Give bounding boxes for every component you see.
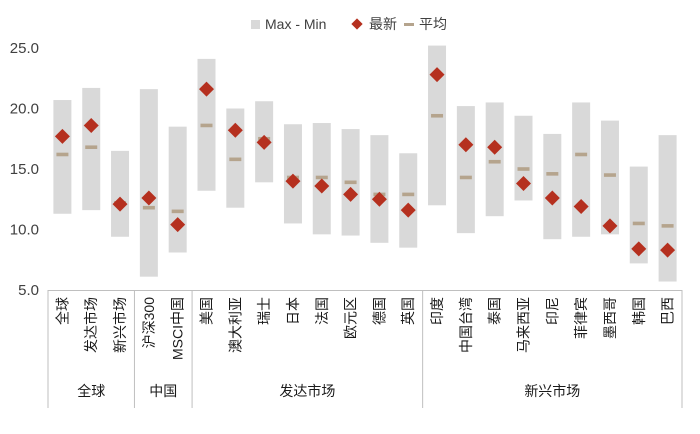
average-marker [200,123,213,128]
latest-marker [112,196,128,212]
latest-marker [631,241,647,257]
range-bar [514,115,533,201]
latest-marker [458,137,474,153]
range-bar [111,150,130,237]
y-tick-label: 5.0 [18,282,39,299]
y-tick-label: 25.0 [10,40,39,57]
average-marker [431,113,444,118]
category-label: 法国 [314,297,330,325]
group-label: 全球 [77,383,105,399]
group-label: 发达市场 [279,383,335,399]
average-marker [402,192,415,197]
average-marker [488,159,501,164]
x-axis: 全球 发达市场 新兴市场 沪深300 MSCI中国 美国 澳大利亚 瑞士 日本 法国 欧元区 德国 英国… [47,290,683,408]
range-bar [82,87,101,211]
average-marker [142,205,155,210]
latest-marker [83,117,99,133]
y-axis: 5.0 10.0 15.0 20.0 25.0 [10,40,39,299]
category-label: 马来西亚 [516,297,532,353]
latest-marker [573,199,589,215]
range-bar [485,102,504,217]
group-label: 中国 [149,383,177,399]
average-marker [632,221,645,226]
legend-average-swatch [404,23,414,26]
range-bar [139,89,158,277]
legend: Max - Min 最新 平均 [251,16,447,32]
range-bar [543,133,562,240]
average-marker [459,175,472,180]
category-label: 日本 [285,297,301,325]
latest-marker [256,134,272,150]
range-bar [53,100,72,214]
category-label: 德国 [371,297,387,325]
latest-marker [227,122,243,138]
category-label: 中国台湾 [458,297,474,353]
legend-latest-marker [351,18,363,30]
range-bar [600,120,619,235]
average-marker [315,175,328,180]
legend-average-label: 平均 [419,16,447,32]
category-label: 印尼 [544,297,560,325]
category-label: 发达市场 [83,297,99,353]
y-tick-label: 15.0 [10,161,39,178]
latest-marker [199,81,214,97]
range-bar [456,106,475,234]
range-bar [658,135,677,282]
latest-marker [660,242,676,258]
average-marker [171,209,184,214]
latest-marker [170,217,186,233]
latest-marker [602,218,618,234]
average-marker [575,152,588,157]
category-label: 欧元区 [343,297,359,339]
range-bar [168,126,187,253]
latest-marker [400,202,416,218]
category-label: 澳大利亚 [227,297,243,353]
category-label: 沪深300 [141,297,157,349]
range-bar [428,45,447,206]
plot-area [53,45,677,282]
y-tick-label: 20.0 [10,101,39,118]
category-label: 墨西哥 [602,297,618,339]
latest-marker [544,190,560,206]
y-tick-label: 10.0 [10,222,39,239]
category-label: 瑞士 [256,297,272,325]
latest-marker [343,186,359,202]
legend-range-label: Max - Min [265,16,326,32]
average-marker [85,145,98,150]
latest-marker [371,191,387,207]
legend-range-swatch [251,20,260,29]
average-marker [56,152,69,157]
latest-marker [516,176,531,192]
category-label: 美国 [199,297,215,325]
average-marker [661,224,674,228]
category-label: 菲律宾 [573,297,589,339]
category-label: 英国 [400,297,416,325]
latest-marker [429,67,445,83]
average-marker [517,167,530,171]
category-label: 全球 [54,297,70,325]
latest-marker [314,178,330,194]
category-label: 韩国 [631,297,647,325]
average-marker [344,180,357,185]
latest-marker [487,139,503,155]
range-bar [399,153,418,248]
group-label: 新兴市场 [524,383,580,399]
latest-marker [141,190,157,206]
latest-marker [285,173,301,189]
range-bar [370,135,389,243]
category-label: 巴西 [660,297,676,325]
latest-marker [54,128,70,144]
category-label: 印度 [429,297,445,325]
category-label: MSCI中国 [170,297,186,360]
category-label: 新兴市场 [112,297,128,353]
legend-latest-label: 最新 [369,16,397,32]
average-marker [546,172,559,176]
average-marker [229,157,242,162]
range-bar [572,102,591,237]
average-marker [603,173,616,177]
range-bar [629,166,648,264]
category-label: 泰国 [487,297,503,325]
